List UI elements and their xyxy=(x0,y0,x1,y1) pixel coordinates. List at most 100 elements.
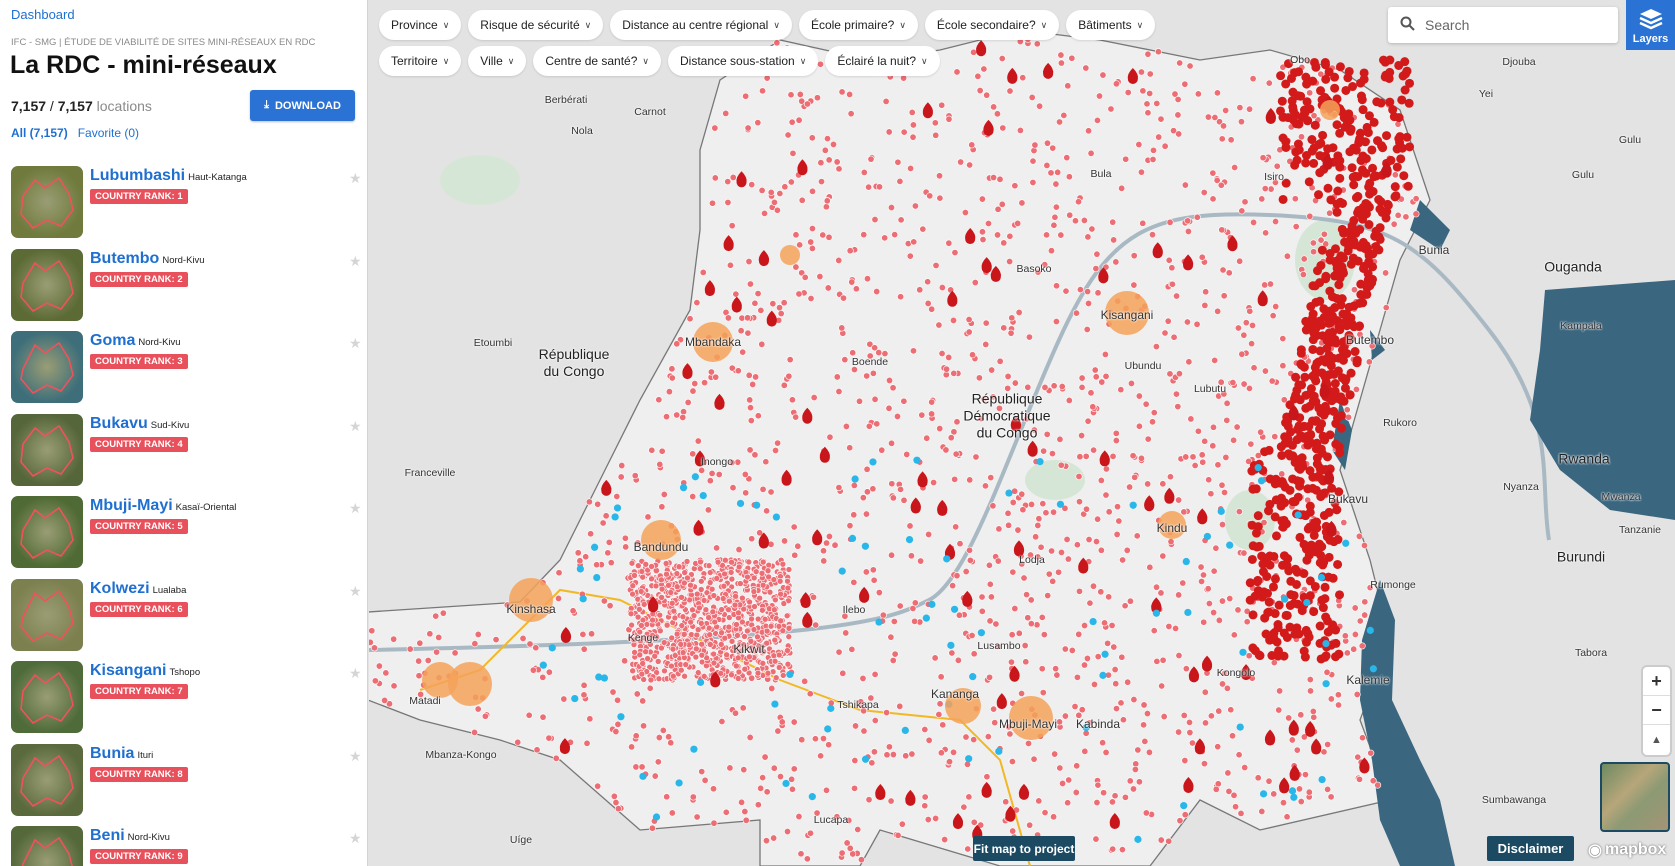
site-dot[interactable] xyxy=(936,172,944,180)
substation-dot[interactable] xyxy=(1257,477,1266,485)
site-dot[interactable] xyxy=(588,630,596,638)
fire-marker-icon[interactable] xyxy=(1391,191,1401,201)
site-dot[interactable] xyxy=(1215,707,1223,715)
site-dot[interactable] xyxy=(1130,281,1138,289)
site-dot[interactable] xyxy=(1018,560,1026,568)
site-dot[interactable] xyxy=(1043,139,1051,147)
site-dot[interactable] xyxy=(658,594,665,601)
substation-dot[interactable] xyxy=(1317,573,1326,582)
site-dot[interactable] xyxy=(715,470,723,478)
site-dot[interactable] xyxy=(1082,64,1090,72)
site-dot[interactable] xyxy=(734,458,742,466)
site-dot[interactable] xyxy=(770,834,778,842)
fire-marker-icon[interactable] xyxy=(1335,448,1345,458)
site-dot[interactable] xyxy=(555,569,563,577)
site-dot[interactable] xyxy=(807,294,815,302)
site-dot[interactable] xyxy=(593,561,601,569)
site-dot[interactable] xyxy=(1141,737,1149,745)
substation-dot[interactable] xyxy=(1226,541,1234,549)
site-dot[interactable] xyxy=(1222,106,1230,114)
fire-marker-icon[interactable] xyxy=(1308,344,1318,354)
site-dot[interactable] xyxy=(754,669,762,677)
fire-marker-icon[interactable] xyxy=(1311,547,1321,557)
fire-marker-icon[interactable] xyxy=(1290,457,1300,467)
site-dot[interactable] xyxy=(1049,577,1057,585)
substation-dot[interactable] xyxy=(1322,680,1330,688)
site-dot[interactable] xyxy=(1186,729,1194,737)
fire-marker-icon[interactable] xyxy=(731,296,742,313)
site-dot[interactable] xyxy=(1008,758,1016,766)
site-dot[interactable] xyxy=(1112,258,1120,266)
fire-marker-icon[interactable] xyxy=(1099,450,1110,467)
substation-dot[interactable] xyxy=(1099,671,1107,679)
site-dot[interactable] xyxy=(639,697,647,705)
site-dot[interactable] xyxy=(1170,333,1178,341)
site-dot[interactable] xyxy=(1056,435,1064,443)
fire-marker-icon[interactable] xyxy=(1350,347,1360,357)
site-dot[interactable] xyxy=(1218,521,1226,529)
site-dot[interactable] xyxy=(1175,130,1183,138)
site-dot[interactable] xyxy=(761,209,769,217)
site-dot[interactable] xyxy=(684,398,692,406)
site-dot[interactable] xyxy=(1085,299,1093,307)
fire-marker-icon[interactable] xyxy=(1332,259,1342,269)
fire-marker-icon[interactable] xyxy=(1400,57,1410,67)
substation-dot[interactable] xyxy=(593,573,601,582)
site-dot[interactable] xyxy=(1041,261,1049,269)
fire-marker-icon[interactable] xyxy=(1007,67,1018,84)
site-dot[interactable] xyxy=(869,566,877,574)
site-dot[interactable] xyxy=(747,417,755,425)
site-dot[interactable] xyxy=(1008,314,1016,322)
fire-marker-icon[interactable] xyxy=(1270,512,1280,522)
fire-marker-icon[interactable] xyxy=(1321,271,1331,281)
site-dot[interactable] xyxy=(820,557,828,565)
site-dot[interactable] xyxy=(1324,785,1332,793)
site-dot[interactable] xyxy=(712,373,720,381)
site-dot[interactable] xyxy=(935,711,943,719)
site-dot[interactable] xyxy=(875,349,883,357)
site-dot[interactable] xyxy=(1368,342,1376,350)
site-dot[interactable] xyxy=(649,632,656,639)
site-dot[interactable] xyxy=(1113,530,1121,538)
site-dot[interactable] xyxy=(1210,609,1218,617)
site-dot[interactable] xyxy=(1176,59,1184,67)
location-item[interactable]: Mbuji-Mayi Kasaï-Oriental COUNTRY RANK: 5… xyxy=(0,496,367,579)
site-dot[interactable] xyxy=(718,629,725,637)
site-dot[interactable] xyxy=(1127,379,1135,387)
fire-marker-icon[interactable] xyxy=(1005,805,1016,822)
site-dot[interactable] xyxy=(694,626,702,634)
fire-marker-icon[interactable] xyxy=(1277,450,1287,460)
site-dot[interactable] xyxy=(735,546,743,554)
site-dot[interactable] xyxy=(1065,776,1073,784)
site-dot[interactable] xyxy=(1217,378,1225,386)
substation-dot[interactable] xyxy=(548,644,556,652)
fire-marker-icon[interactable] xyxy=(1358,105,1368,115)
fire-marker-icon[interactable] xyxy=(1284,566,1294,576)
substation-dot[interactable] xyxy=(848,534,857,542)
site-dot[interactable] xyxy=(1214,461,1222,469)
site-dot[interactable] xyxy=(646,684,654,692)
site-dot[interactable] xyxy=(375,662,383,670)
site-dot[interactable] xyxy=(1235,751,1243,759)
site-dot[interactable] xyxy=(1041,809,1049,817)
site-dot[interactable] xyxy=(950,316,958,324)
site-dot[interactable] xyxy=(866,340,874,348)
site-dot[interactable] xyxy=(831,541,839,549)
substation-dot[interactable] xyxy=(947,641,955,649)
zoom-in-button[interactable]: + xyxy=(1643,667,1670,696)
site-dot[interactable] xyxy=(1271,433,1279,441)
site-dot[interactable] xyxy=(848,278,856,286)
fire-marker-icon[interactable] xyxy=(1273,623,1283,633)
site-dot[interactable] xyxy=(686,315,694,323)
site-dot[interactable] xyxy=(1197,563,1205,571)
site-dot[interactable] xyxy=(1220,122,1228,130)
site-dot[interactable] xyxy=(1052,180,1060,188)
site-dot[interactable] xyxy=(741,665,749,673)
site-dot[interactable] xyxy=(885,128,893,136)
fire-marker-icon[interactable] xyxy=(1332,94,1342,104)
site-dot[interactable] xyxy=(1279,799,1287,807)
site-dot[interactable] xyxy=(675,563,683,571)
fire-marker-icon[interactable] xyxy=(1265,107,1276,124)
site-dot[interactable] xyxy=(749,380,757,388)
site-dot[interactable] xyxy=(618,462,626,470)
